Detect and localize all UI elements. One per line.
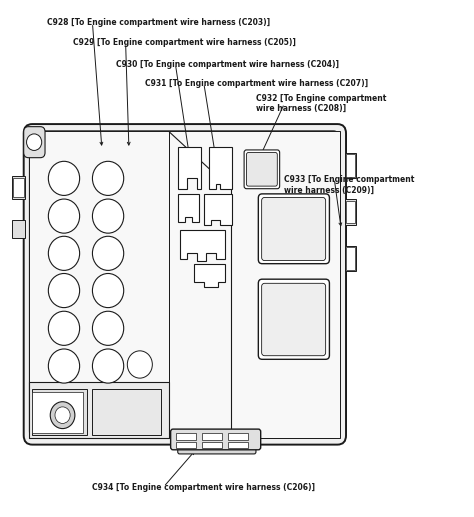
Text: C931 [To Engine compartment wire harness (C207)]: C931 [To Engine compartment wire harness… [145, 79, 368, 88]
Circle shape [92, 199, 124, 233]
Circle shape [92, 161, 124, 195]
Bar [29, 382, 169, 438]
Polygon shape [178, 147, 201, 189]
Bar [345, 153, 356, 178]
Circle shape [50, 402, 75, 429]
Text: C930 [To Engine compartment wire harness (C204)]: C930 [To Engine compartment wire harness… [116, 59, 339, 69]
Bar [345, 246, 356, 271]
FancyBboxPatch shape [29, 131, 340, 438]
Text: C929 [To Engine compartment wire harness (C205)]: C929 [To Engine compartment wire harness… [73, 38, 296, 48]
Polygon shape [204, 194, 232, 225]
FancyBboxPatch shape [262, 283, 326, 356]
Bar [12, 220, 25, 238]
FancyBboxPatch shape [246, 153, 277, 186]
Polygon shape [178, 194, 199, 222]
Circle shape [48, 236, 80, 270]
Bar [346, 201, 355, 223]
Bar [32, 389, 87, 435]
FancyBboxPatch shape [24, 127, 45, 158]
Bar [228, 433, 248, 440]
Circle shape [48, 311, 80, 345]
Circle shape [48, 349, 80, 383]
FancyBboxPatch shape [24, 124, 346, 445]
FancyBboxPatch shape [262, 197, 326, 261]
Bar [169, 131, 340, 438]
Circle shape [55, 407, 70, 423]
Circle shape [48, 161, 80, 195]
Polygon shape [180, 230, 225, 261]
FancyBboxPatch shape [178, 443, 256, 454]
Text: C932 [To Engine compartment
wire harness (C208)]: C932 [To Engine compartment wire harness… [256, 94, 386, 113]
Circle shape [92, 273, 124, 308]
FancyBboxPatch shape [258, 194, 329, 264]
Circle shape [92, 349, 124, 383]
Circle shape [128, 351, 152, 378]
Bar [202, 433, 222, 440]
Text: C934 [To Engine compartment wire harness (C206)]: C934 [To Engine compartment wire harness… [92, 482, 315, 492]
Text: C928 [To Engine compartment wire harness (C203)]: C928 [To Engine compartment wire harness… [47, 18, 271, 27]
Circle shape [48, 199, 80, 233]
Text: C933 [To Engine compartment
wire harness (C209)]: C933 [To Engine compartment wire harness… [284, 175, 415, 195]
Bar [92, 389, 161, 435]
Bar [346, 247, 355, 270]
Bar [346, 154, 355, 177]
Bar [228, 442, 248, 448]
FancyBboxPatch shape [171, 429, 261, 450]
Bar [32, 392, 83, 433]
Circle shape [27, 134, 42, 150]
Bar [176, 442, 196, 448]
Circle shape [92, 311, 124, 345]
FancyBboxPatch shape [258, 279, 329, 359]
Polygon shape [194, 264, 225, 287]
Polygon shape [209, 147, 232, 189]
Bar [345, 199, 356, 225]
Bar [202, 442, 222, 448]
Bar [12, 176, 25, 199]
Circle shape [48, 273, 80, 308]
Bar [13, 178, 24, 197]
Bar [29, 131, 169, 438]
FancyBboxPatch shape [244, 150, 280, 189]
Circle shape [92, 236, 124, 270]
Bar [176, 433, 196, 440]
